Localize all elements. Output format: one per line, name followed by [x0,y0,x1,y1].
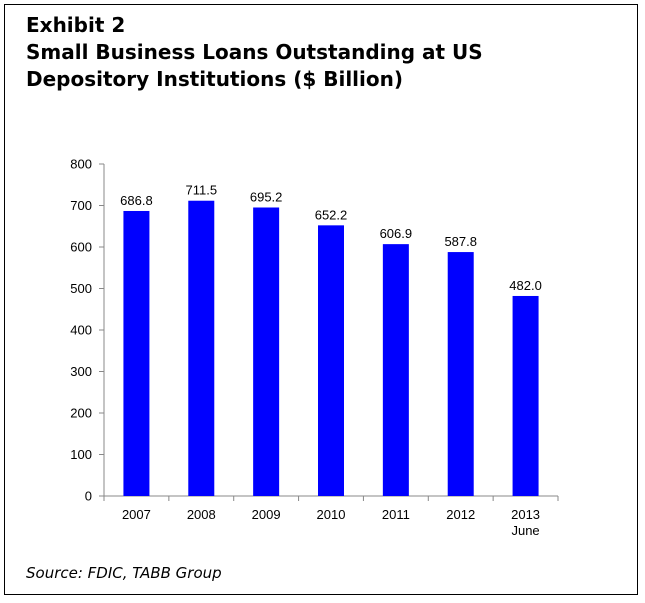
bar-data-label: 482.0 [509,278,542,293]
y-tick-label: 100 [70,447,92,462]
bar [253,207,280,496]
bar-data-label: 652.2 [315,207,348,222]
x-category-label: 2007 [122,507,151,522]
chart-title-line-2: Depository Institutions ($ Billion) [26,67,404,91]
y-tick-label: 500 [70,281,92,296]
bar [123,210,150,496]
bar-data-label: 686.8 [120,193,153,208]
exhibit-label: Exhibit 2 [26,13,126,37]
chart-title-line-1: Small Business Loans Outstanding at US [26,40,483,64]
bar [188,200,215,497]
y-tick-label: 800 [70,157,92,172]
bar-data-label: 695.2 [250,189,283,204]
x-category-label: 2009 [252,507,281,522]
y-tick-label: 600 [70,240,92,255]
bar-data-label: 606.9 [380,226,413,241]
bar-data-label: 711.5 [185,183,217,198]
bar [512,295,539,496]
y-tick-label: 300 [70,364,92,379]
y-tick-label: 0 [85,489,92,504]
exhibit-title-block: Exhibit 2 Small Business Loans Outstandi… [26,12,626,93]
x-category-label: 2013 June [511,507,540,538]
y-tick-label: 400 [70,323,92,338]
x-category-label: 2012 [446,507,475,522]
x-category-label: 2010 [317,507,346,522]
x-category-label: 2008 [187,507,216,522]
bar-data-label: 587.8 [444,234,477,249]
bar [447,252,474,496]
bar [382,244,409,496]
x-category-label: 2011 [382,507,410,522]
source-note: Source: FDIC, TABB Group [26,564,222,582]
y-tick-label: 700 [70,198,92,213]
bar [318,225,344,496]
y-tick-label: 200 [70,406,92,421]
